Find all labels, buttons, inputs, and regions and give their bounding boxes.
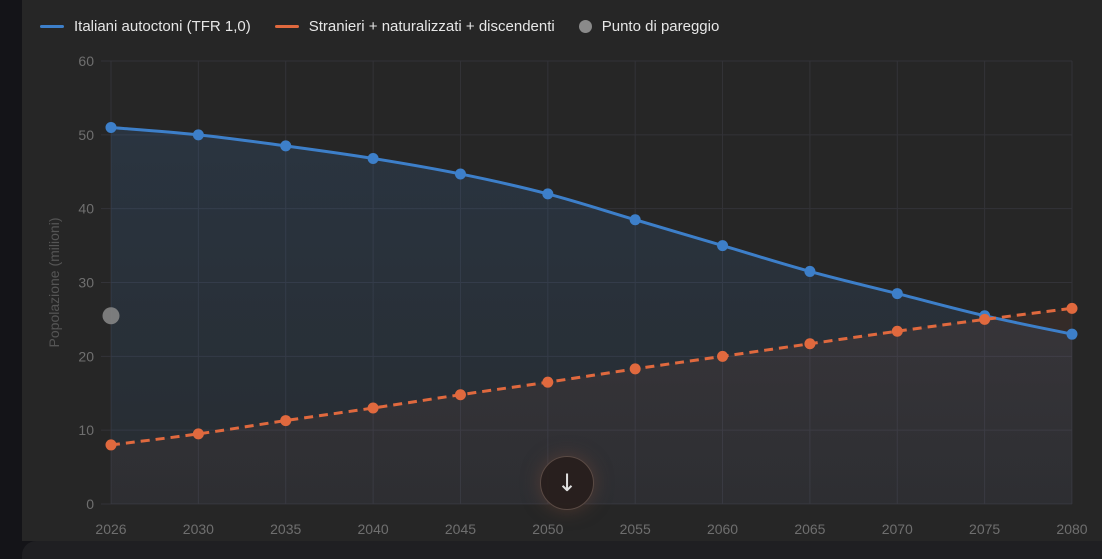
series-line-italiani — [110, 125, 1073, 336]
x-tick-label: 2040 — [358, 521, 389, 537]
point-italiani-2060 — [717, 240, 729, 252]
point-stranieri-2050 — [542, 376, 554, 388]
point-stranieri-2055 — [629, 363, 641, 375]
x-tick-label: 2080 — [1056, 521, 1087, 537]
arrow-down-icon: ↓ — [556, 469, 578, 497]
point-italiani-2070 — [891, 288, 903, 300]
y-tick-label: 20 — [78, 348, 94, 364]
x-tick-label: 2065 — [794, 521, 825, 537]
x-tick-label: 2026 — [95, 521, 126, 537]
legend-swatch-stranieri — [274, 24, 299, 28]
x-tick-label: 2055 — [620, 521, 651, 537]
legend-label-pareggio: Punto di pareggio — [601, 17, 720, 35]
point-italiani-2050 — [542, 188, 554, 200]
x-tick-label: 2045 — [445, 521, 476, 537]
point-stranieri-2030 — [192, 428, 204, 440]
x-tick-label: 2035 — [270, 521, 301, 537]
y-tick-label: 60 — [78, 53, 94, 69]
y-tick-label: 10 — [78, 422, 94, 438]
y-tick-label: 0 — [86, 496, 94, 512]
point-italiani-2055 — [629, 214, 641, 226]
x-tick-label: 2060 — [707, 521, 738, 537]
point-pareggio — [102, 307, 120, 325]
point-stranieri-2080 — [1066, 302, 1078, 314]
legend-swatch-pareggio — [578, 19, 592, 33]
point-stranieri-2075 — [979, 313, 991, 325]
point-italiani-2026 — [105, 121, 117, 133]
point-stranieri-2026 — [105, 439, 117, 451]
x-tick-label: 2070 — [882, 521, 913, 537]
point-stranieri-2045 — [454, 389, 466, 401]
y-tick-label: 40 — [78, 201, 94, 217]
point-italiani-2035 — [280, 140, 292, 152]
point-stranieri-2035 — [280, 415, 292, 427]
legend-item-pareggio[interactable]: Punto di pareggio — [578, 17, 720, 35]
series-line-stranieri — [110, 306, 1073, 447]
x-tick-label: 2050 — [532, 521, 563, 537]
point-italiani-2045 — [454, 168, 466, 180]
area-stranieri — [111, 308, 1072, 504]
point-stranieri-2060 — [717, 350, 729, 362]
point-italiani-2040 — [367, 152, 379, 164]
y-tick-label: 30 — [78, 275, 94, 291]
x-tick-label: 2075 — [969, 521, 1000, 537]
y-tick-label: 50 — [78, 127, 94, 143]
legend-item-stranieri[interactable]: Stranieri + naturalizzati + discendenti — [274, 17, 555, 35]
point-italiani-2030 — [192, 129, 204, 141]
point-stranieri-2065 — [804, 338, 816, 350]
legend-item-italiani[interactable]: Italiani autoctoni (TFR 1,0) — [40, 18, 251, 35]
legend-swatch-italiani — [40, 24, 64, 28]
legend-label-stranieri: Stranieri + naturalizzati + discendenti — [308, 17, 555, 35]
x-tick-label: 2030 — [183, 521, 214, 537]
point-italiani-2065 — [804, 265, 816, 277]
chart-legend: Italiani autoctoni (TFR 1,0) Stranieri +… — [40, 14, 743, 38]
legend-label-italiani: Italiani autoctoni (TFR 1,0) — [74, 17, 251, 35]
scroll-down-button[interactable]: ↓ — [540, 456, 594, 510]
y-axis-title: Popolazione (milioni) — [46, 218, 62, 348]
point-italiani-2080 — [1066, 328, 1078, 340]
point-stranieri-2040 — [367, 402, 379, 414]
point-stranieri-2070 — [891, 325, 903, 337]
bottom-bar — [22, 541, 1102, 559]
